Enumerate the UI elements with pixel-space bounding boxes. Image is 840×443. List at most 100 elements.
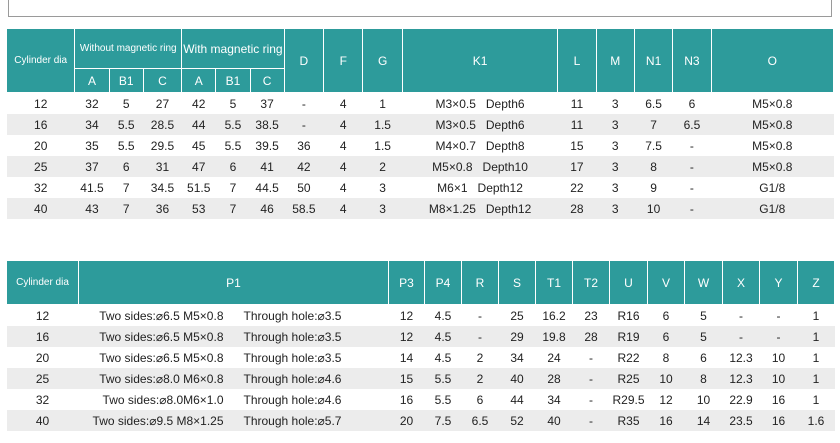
- table-cell: 5: [229, 96, 237, 111]
- table-cell: 8: [662, 350, 670, 365]
- table-cell: 6: [647, 326, 685, 347]
- table-cell: -: [301, 96, 306, 111]
- table-cell: 3: [379, 180, 386, 195]
- table-cell: 3: [596, 156, 635, 177]
- table-cell: 4: [339, 180, 347, 195]
- table-cell: -: [572, 368, 610, 389]
- subheader-b1: B1: [215, 68, 251, 93]
- table-cell: 10: [759, 368, 798, 389]
- table-cell: 12: [659, 392, 673, 407]
- table-cell: 4: [339, 138, 347, 153]
- table-cell: 8: [684, 368, 723, 389]
- table-cell: 7: [109, 198, 144, 219]
- table-cell: 32: [35, 392, 50, 407]
- table-cell: 28.5: [143, 114, 182, 135]
- table-cell: 4: [323, 156, 363, 177]
- header-w: W: [684, 260, 723, 305]
- table-cell: 34.5: [150, 180, 175, 195]
- table2-body: 12 Two sides:⌀6.5 M5×0.8 Through hole:⌀3.5…: [6, 305, 835, 431]
- table-cell: 2: [461, 368, 499, 389]
- table-cell: 1.5: [374, 138, 391, 153]
- table-cell: 37: [260, 96, 274, 111]
- table-cell: G1/8: [711, 198, 834, 219]
- table-cell: 40: [6, 410, 79, 431]
- table-cell: 41.5: [80, 180, 104, 195]
- table-cell: M3×0.5 Depth6: [402, 114, 558, 135]
- table-cell: 44.5: [255, 180, 279, 195]
- table-cell: 10: [696, 392, 711, 407]
- table-row: 16 Two sides:⌀6.5 M5×0.8 Through hole:⌀3.5…: [6, 326, 835, 347]
- table-cell: 1: [797, 368, 835, 389]
- table-cell: -: [589, 350, 593, 365]
- table-cell: R35: [609, 410, 648, 431]
- table-cell: 4.5: [424, 326, 462, 347]
- table-cell: 11: [557, 114, 597, 135]
- table-cell: M3×0.5 Depth6: [435, 96, 525, 111]
- table-cell: -: [284, 114, 324, 135]
- table-row: 40 43 7 36 53 7 46 58.5 4 3 M8×1.25 Depth12 28 3 10- G…: [6, 198, 834, 219]
- table-cell: 6.5: [461, 410, 499, 431]
- header-without-magnetic-ring: Without magnetic ring: [74, 28, 183, 69]
- table-cell: Two sides:⌀8.0 M6×0.8: [78, 368, 234, 389]
- table-cell: 3: [596, 114, 635, 135]
- header-s: S: [498, 260, 536, 305]
- table-cell: 5: [122, 96, 130, 111]
- table-cell: 22.9: [729, 392, 753, 407]
- table-cell: 53: [181, 198, 216, 219]
- table-cell: 15: [570, 138, 584, 153]
- table-cell: 25: [6, 156, 75, 177]
- table-cell: 6.5: [645, 96, 662, 111]
- table-cell: 28: [535, 368, 573, 389]
- table-cell: 31: [143, 156, 182, 177]
- table-cell: 4.5: [434, 350, 452, 365]
- table-cell: 8: [634, 156, 673, 177]
- header-t1: T1: [535, 260, 573, 305]
- table-cell: 40: [6, 198, 75, 219]
- subheader-c: C: [249, 68, 285, 93]
- table-cell: 34: [510, 350, 524, 365]
- table-cell: 42: [192, 96, 206, 111]
- subheader-b1: B1: [108, 68, 144, 93]
- header-t2: T2: [572, 260, 610, 305]
- table-cell: R29.5: [612, 392, 645, 407]
- header-cylinder-dia: Cylinder dia: [6, 260, 79, 305]
- table-cell: 25: [510, 308, 524, 323]
- table-cell: -: [689, 180, 694, 195]
- table-cell: 20: [35, 350, 50, 365]
- table-row: 32 Two sides:⌀8.0M6×1.0 Through hole:⌀4.6 1…: [7, 389, 835, 410]
- table-cell: R25: [609, 368, 648, 389]
- table-cell: -: [461, 326, 499, 347]
- table-cell: -: [722, 326, 760, 347]
- table-cell: Through hole:⌀3.5: [243, 350, 342, 365]
- spec-table-mounting: Cylinder dia P1 P3 P4 R S T1 T2 U V W X …: [6, 260, 835, 431]
- table-cell: 23.5: [722, 410, 760, 431]
- table-cell: 7.5: [424, 410, 462, 431]
- table-cell: 51.5: [187, 180, 211, 195]
- table-cell: 3: [596, 198, 635, 219]
- table-cell: R19: [609, 326, 648, 347]
- table-row: 25 Two sides:⌀8.0 M6×0.8 Through hole:⌀4.6…: [6, 368, 835, 389]
- table-cell: 16: [6, 326, 79, 347]
- table-cell: M5×0.8: [711, 114, 834, 135]
- table-cell: Through hole:⌀3.5: [243, 308, 342, 323]
- table-cell: 1: [379, 96, 386, 111]
- table-row: 16 34 5.5 28.5 44 5.5 38.5-4 1.5 M3×0.5 Depth6 11…: [6, 114, 834, 135]
- table-cell: 16: [399, 392, 414, 407]
- table-cell: M4×0.7 Depth8: [435, 138, 525, 153]
- table-cell: 12.3: [722, 368, 760, 389]
- table-row: 40 Two sides:⌀9.5 M8×1.25 Through hole:⌀5.…: [6, 410, 835, 431]
- table-cell: 12: [399, 308, 414, 323]
- header-r: R: [461, 260, 499, 305]
- table-cell: 5: [700, 308, 707, 323]
- table-cell: 6: [476, 392, 484, 407]
- table-cell: 3: [611, 96, 619, 111]
- table-cell: Two sides:⌀9.5 M8×1.25: [78, 410, 234, 431]
- table-cell: 4: [339, 96, 347, 111]
- table-cell: R16: [617, 308, 640, 323]
- header-z: Z: [797, 260, 835, 305]
- header-k1: K1: [401, 28, 559, 93]
- table-cell: 1: [812, 308, 820, 323]
- header-y: Y: [759, 260, 798, 305]
- table-cell: 29: [498, 326, 536, 347]
- table-cell: 5.5: [424, 368, 462, 389]
